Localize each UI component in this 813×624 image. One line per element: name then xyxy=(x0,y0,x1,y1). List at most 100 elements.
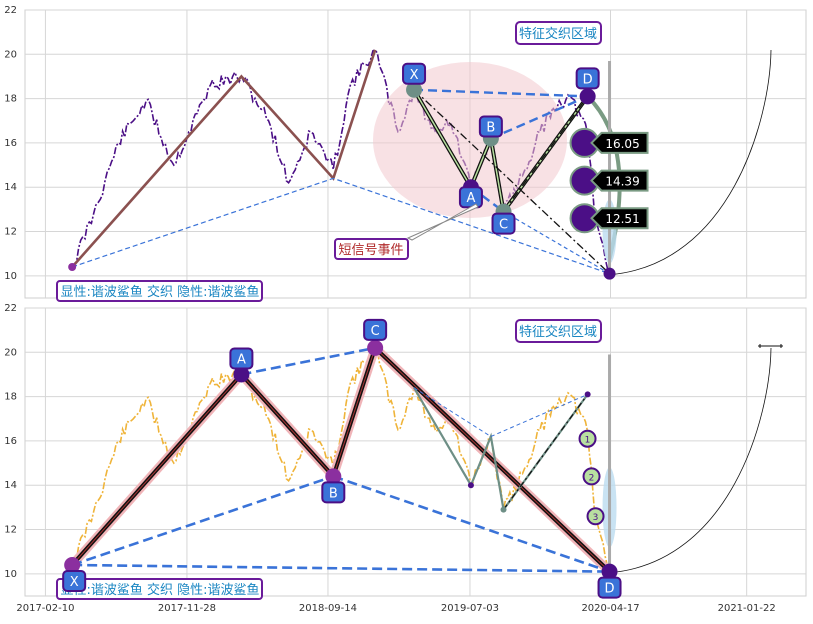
target-tag xyxy=(590,169,649,192)
label-box xyxy=(62,569,87,592)
pattern-label-d: D xyxy=(597,576,622,599)
y-tick-label: 18 xyxy=(4,94,17,105)
x-tick-label: 2019-07-03 xyxy=(441,603,499,614)
d-endpoint-marker xyxy=(603,267,616,280)
pattern-point-marker xyxy=(233,366,250,383)
y-tick-label: 22 xyxy=(4,303,17,314)
label-box xyxy=(363,318,388,341)
label-box xyxy=(402,62,427,85)
label-text: D xyxy=(605,582,615,597)
y-tick-label: 10 xyxy=(4,569,17,580)
bd-dashed xyxy=(332,475,610,573)
y-tick-label: 14 xyxy=(4,182,17,193)
label-box xyxy=(321,481,346,504)
pattern-point-marker xyxy=(64,556,81,573)
marker-circle xyxy=(586,507,605,526)
label-text: A xyxy=(466,191,475,206)
label-text: A xyxy=(237,352,246,367)
minor-cd-dashed xyxy=(503,394,589,510)
marker-text: 3 xyxy=(593,513,599,523)
label-text: C xyxy=(371,324,380,339)
projection-bracket xyxy=(758,344,783,348)
xb-dashed xyxy=(71,475,334,567)
event-text: 短信号事件 xyxy=(338,243,403,258)
minor-xb-dashed xyxy=(413,387,492,437)
pattern-label-a: A xyxy=(229,347,254,370)
label-text: X xyxy=(70,575,79,590)
event-arrow xyxy=(406,203,479,241)
target-value: 14.39 xyxy=(605,175,639,189)
numbered-marker-3: 3 xyxy=(586,507,605,526)
panel-title: 特征交织区域 xyxy=(515,21,602,45)
cd-projection xyxy=(502,96,589,212)
price-target-2: 14.39 xyxy=(569,165,649,196)
y-tick-label: 12 xyxy=(4,227,17,238)
target-tag xyxy=(590,207,649,230)
pattern-label-b: B xyxy=(321,481,346,504)
price-target-1: 16.05 xyxy=(569,127,649,158)
target-value: 12.51 xyxy=(605,212,639,226)
legend-text: 显性:谐波鲨鱼 交织 隐性:谐波鲨鱼 xyxy=(60,582,259,598)
major-pattern-line xyxy=(71,49,377,268)
ac-dashed xyxy=(241,346,376,376)
pattern-label-a: A xyxy=(458,186,483,209)
label-box xyxy=(491,212,516,235)
legend-box xyxy=(56,280,263,302)
title-text: 特征交织区域 xyxy=(519,324,597,340)
y-tick-label: 14 xyxy=(4,480,17,491)
pattern-label-x: X xyxy=(62,569,87,592)
minor-point-marker xyxy=(584,391,591,398)
event-annotation: 短信号事件 xyxy=(334,203,479,260)
x-tick-label: 2021-01-22 xyxy=(718,603,776,614)
label-box xyxy=(229,347,254,370)
y-tick-label: 16 xyxy=(4,138,17,149)
numbered-marker-1: 1 xyxy=(578,429,597,448)
x-projection xyxy=(413,89,610,275)
marker-circle xyxy=(578,429,597,448)
minor-point-marker xyxy=(467,482,474,489)
label-box xyxy=(478,115,503,138)
x-tick-label: 2017-02-10 xyxy=(16,603,74,614)
label-text: C xyxy=(499,218,508,233)
marker-text: 1 xyxy=(585,436,591,446)
label-box xyxy=(575,67,600,90)
pattern-point-marker xyxy=(367,339,384,356)
pattern-label-d: D xyxy=(575,67,600,90)
pattern-label-c: C xyxy=(491,212,516,235)
x-tick-label: 2018-09-14 xyxy=(299,603,357,614)
y-tick-label: 10 xyxy=(4,271,17,282)
title-text: 特征交织区域 xyxy=(519,26,597,42)
title-box xyxy=(515,21,602,45)
label-text: B xyxy=(486,120,495,135)
legend-text: 显性:谐波鲨鱼 交织 隐性:谐波鲨鱼 xyxy=(60,284,259,300)
pattern-label-x: X xyxy=(402,62,427,85)
minor-point-marker xyxy=(500,506,507,513)
legend-box xyxy=(56,578,263,600)
y-tick-label: 16 xyxy=(4,436,17,447)
pattern-label-b: B xyxy=(478,115,503,138)
major-pattern-baseline xyxy=(71,177,610,275)
plot-frame xyxy=(24,307,807,597)
projection-curve xyxy=(609,347,772,574)
pattern-point-marker xyxy=(325,468,342,485)
event-box xyxy=(334,238,409,260)
y-tick-label: 18 xyxy=(4,392,17,403)
minor-bd-dashed xyxy=(490,393,588,437)
panel-title: 特征交织区域 xyxy=(515,319,602,343)
pattern-label-c: C xyxy=(363,318,388,341)
xd-dashed xyxy=(413,88,588,98)
y-tick-label: 22 xyxy=(4,5,17,16)
x-tick-label: 2020-04-17 xyxy=(581,603,639,614)
x-endpoint-marker xyxy=(68,262,77,271)
price-series-line xyxy=(71,346,611,572)
label-text: X xyxy=(410,68,419,83)
projection-curve xyxy=(609,49,772,276)
pattern-point-marker xyxy=(406,81,423,98)
pattern-point-marker xyxy=(601,563,618,580)
pattern-legend: 显性:谐波鲨鱼 交织 隐性:谐波鲨鱼 xyxy=(56,280,263,302)
y-tick-label: 20 xyxy=(4,347,17,358)
x-tick-label: 2017-11-28 xyxy=(158,603,216,614)
